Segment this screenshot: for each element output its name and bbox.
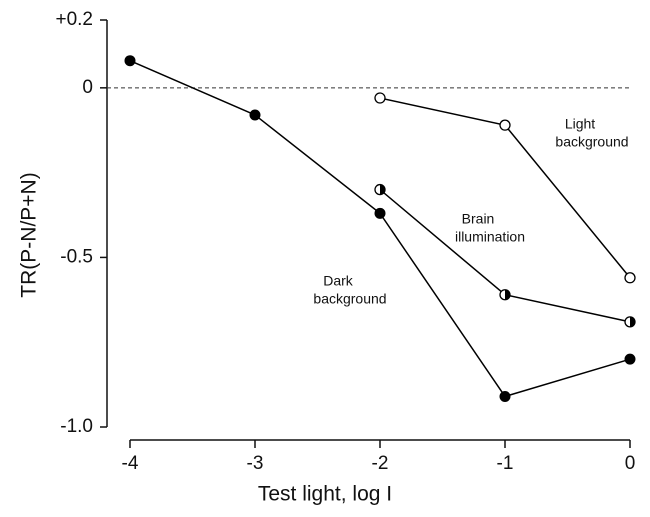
x-tick-label: -3 xyxy=(247,453,264,474)
marker xyxy=(624,353,636,365)
marker xyxy=(249,109,261,121)
marker xyxy=(499,289,511,301)
marker-half xyxy=(380,184,385,195)
y-tick-label: +0.2 xyxy=(55,9,93,30)
x-tick-label: 0 xyxy=(625,453,636,474)
annotation: Light xyxy=(565,116,595,132)
x-tick-label: -4 xyxy=(122,453,139,474)
annotation: Brain xyxy=(462,211,495,227)
marker-half xyxy=(505,289,510,300)
y-tick-label: -1.0 xyxy=(60,416,93,437)
x-tick-label: -1 xyxy=(497,453,514,474)
series-line xyxy=(379,189,631,323)
marker-half xyxy=(630,316,635,327)
marker xyxy=(624,316,636,328)
x-tick-label: -2 xyxy=(372,453,389,474)
marker xyxy=(374,92,386,104)
annotation: illumination xyxy=(455,229,525,245)
series-line xyxy=(129,60,631,398)
marker xyxy=(499,119,511,131)
x-axis-title: Test light, log I xyxy=(258,483,392,506)
marker xyxy=(124,55,136,67)
y-tick-label: -0.5 xyxy=(60,246,93,267)
marker xyxy=(499,390,511,402)
annotation: background xyxy=(555,134,628,150)
marker xyxy=(374,183,386,196)
marker xyxy=(624,272,636,284)
marker xyxy=(374,207,386,219)
annotation: background xyxy=(313,291,386,307)
y-axis-title: TR(P-N/P+N) xyxy=(18,172,41,297)
y-tick-label: 0 xyxy=(82,77,93,98)
annotation: Dark xyxy=(323,273,354,289)
